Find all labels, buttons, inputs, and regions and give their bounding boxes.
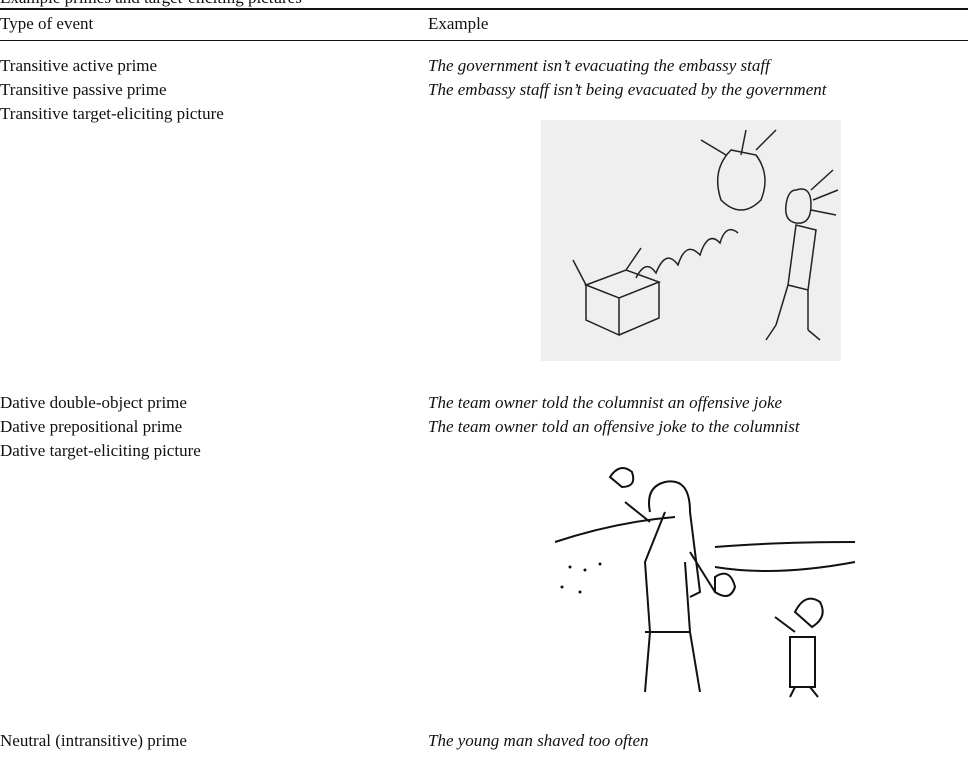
example: The embassy staff isn’t being evacuated … [428,80,827,99]
example: The team owner told the columnist an off… [428,393,783,412]
event-type: Transitive passive prime [0,80,167,99]
header-cell: Type of event [0,14,94,33]
event-type: Dative double-object prime [0,393,187,412]
header-rule [0,40,968,41]
example: The young man shaved too often [428,731,649,750]
event-type: Transitive target-eliciting picture [0,104,224,123]
event-type: Neutral (intransitive) prime [0,731,187,750]
dative-picture [554,467,856,698]
example: The team owner told an offensive joke to… [428,417,800,436]
event-type: Transitive active prime [0,56,158,75]
top-rule [0,8,968,10]
table-caption: Example primes and target-eliciting pict… [0,0,302,8]
transitive-picture [541,120,841,361]
header-cell: Example [428,14,489,33]
event-type: Dative prepositional prime [0,417,183,436]
event-type: Dative target-eliciting picture [0,441,201,460]
example: The government isn’t evacuating the emba… [428,56,770,75]
